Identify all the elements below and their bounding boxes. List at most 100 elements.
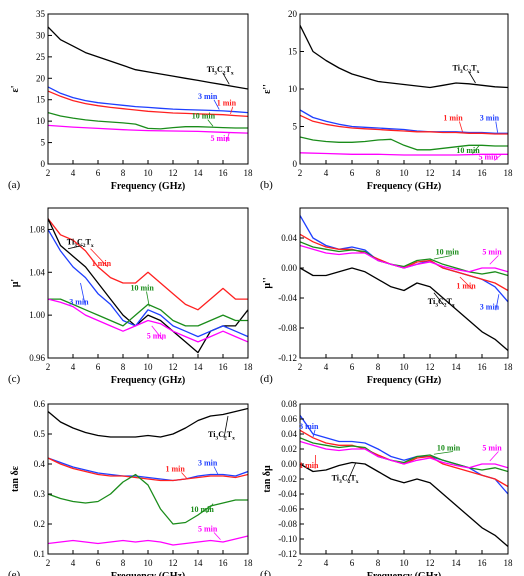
series-line-1-min: [300, 233, 508, 292]
label-subscript: 3: [74, 243, 77, 249]
label-subscript: 3: [215, 436, 218, 442]
x-tick-label: 6: [96, 168, 101, 178]
x-tick-label: 12: [426, 558, 435, 568]
x-axis-label: Frequency (GHz): [367, 571, 442, 576]
x-tick-label: 8: [121, 362, 126, 372]
x-tick-label: 10: [144, 558, 154, 568]
label-pointer: [489, 451, 499, 462]
x-tick-label: 6: [350, 558, 355, 568]
x-tick-label: 10: [400, 362, 410, 372]
y-tick-label: 0.5: [34, 429, 46, 439]
y-tick-label: 0.1: [34, 549, 45, 559]
y-tick-label: 5: [41, 138, 46, 148]
plot-frame: [299, 207, 509, 359]
x-tick-label: 16: [219, 168, 229, 178]
x-tick-label: 10: [144, 362, 154, 372]
label-pointer: [312, 429, 316, 438]
label-part: 1 min: [299, 461, 319, 470]
series-label: 5 min: [479, 153, 499, 162]
y-tick-label: 0.08: [281, 399, 297, 409]
panel-label: (b): [260, 179, 273, 191]
series-label: Ti3C2Tx: [208, 430, 235, 442]
x-tick-label: 6: [96, 362, 101, 372]
series-line-10-min: [300, 437, 508, 473]
y-tick-label: -0.08: [278, 519, 297, 529]
y-tick-label: 0.00: [281, 263, 297, 273]
x-tick-label: 4: [71, 362, 76, 372]
label-pointer: [494, 153, 502, 161]
label-pointer: [151, 325, 164, 340]
series-label: 3 min: [480, 114, 500, 123]
series-label: Ti3C2Tx: [453, 63, 480, 75]
panel-label: (d): [260, 373, 273, 385]
y-tick-label: 0: [293, 159, 298, 169]
label-part: 3 min: [480, 114, 500, 123]
label-part: 3 min: [198, 92, 218, 101]
y-tick-label: -0.12: [278, 353, 297, 363]
label-part: 5 min: [479, 153, 499, 162]
label-part: C: [217, 65, 223, 74]
label-pointer: [146, 291, 150, 307]
x-tick-label: 18: [504, 362, 514, 372]
y-tick-label: -0.12: [278, 549, 297, 559]
series-label: 3 min: [69, 297, 89, 306]
series-label: 5 min: [482, 248, 502, 257]
label-pointer: [459, 276, 473, 290]
y-axis-label: μ'': [262, 277, 273, 288]
label-part: Ti: [453, 63, 461, 72]
y-tick-label: -0.06: [278, 504, 297, 514]
label-subscript: x: [452, 303, 455, 309]
series-line-3-min: [48, 229, 248, 338]
label-part: T: [350, 474, 356, 483]
x-tick-label: 18: [504, 558, 514, 568]
y-tick-label: -0.10: [278, 534, 297, 544]
series-line-3-min: [300, 414, 508, 495]
x-tick-label: 4: [71, 558, 76, 568]
x-tick-label: 2: [46, 362, 51, 372]
chart-panel-a: 2 4 6 8 10 12 14 16 18 0 5 10 15 20 25 30 35 Frequency (G…: [8, 9, 253, 192]
label-part: 10 min: [456, 146, 480, 155]
x-tick-label: 18: [244, 558, 254, 568]
label-part: T: [227, 430, 233, 439]
series-label: 10 min: [192, 112, 216, 121]
y-axis-label: tan δε: [10, 465, 21, 492]
y-tick-label: 1.04: [29, 267, 45, 277]
label-subscript: 2: [223, 70, 226, 76]
series-label: 1 min: [443, 114, 463, 123]
label-part: 1 min: [217, 99, 237, 108]
label-pointer: [433, 255, 452, 260]
series-label: 3 min: [198, 92, 218, 101]
label-part: 3 min: [69, 297, 89, 306]
y-tick-label: 0.02: [281, 444, 297, 454]
panel-label: (e): [8, 569, 21, 576]
label-subscript: 3: [214, 70, 217, 76]
x-axis-label: Frequency (GHz): [111, 571, 186, 576]
label-part: T: [86, 237, 92, 246]
series-line-5-min: [48, 298, 248, 343]
series-group: [48, 26, 248, 134]
x-tick-label: 4: [324, 362, 329, 372]
x-tick-label: 4: [71, 168, 76, 178]
y-axis-label: ε': [10, 85, 21, 92]
x-tick-label: 18: [244, 168, 254, 178]
series-label: 1 min: [166, 465, 186, 474]
series-label: 5 min: [198, 525, 218, 534]
series-line-3-min: [48, 86, 248, 114]
series-label: Ti3C2Tx: [428, 297, 455, 309]
y-tick-label: 0.06: [281, 414, 297, 424]
y-tick-label: 0.96: [29, 353, 45, 363]
label-pointer: [80, 282, 86, 306]
label-pointer: [459, 121, 463, 132]
label-part: 1 min: [456, 281, 476, 290]
x-axis-label: Frequency (GHz): [111, 375, 186, 386]
series-label: 3 min: [198, 459, 218, 468]
label-part: 3 min: [299, 422, 319, 431]
label-pointer: [207, 119, 214, 127]
y-tick-label: 0.3: [34, 489, 46, 499]
label-pointer: [230, 106, 234, 114]
x-tick-label: 18: [504, 168, 514, 178]
y-tick-label: 0.04: [281, 233, 297, 243]
series-line-1-min: [48, 218, 248, 311]
label-part: T: [226, 65, 232, 74]
label-part: C: [342, 474, 348, 483]
